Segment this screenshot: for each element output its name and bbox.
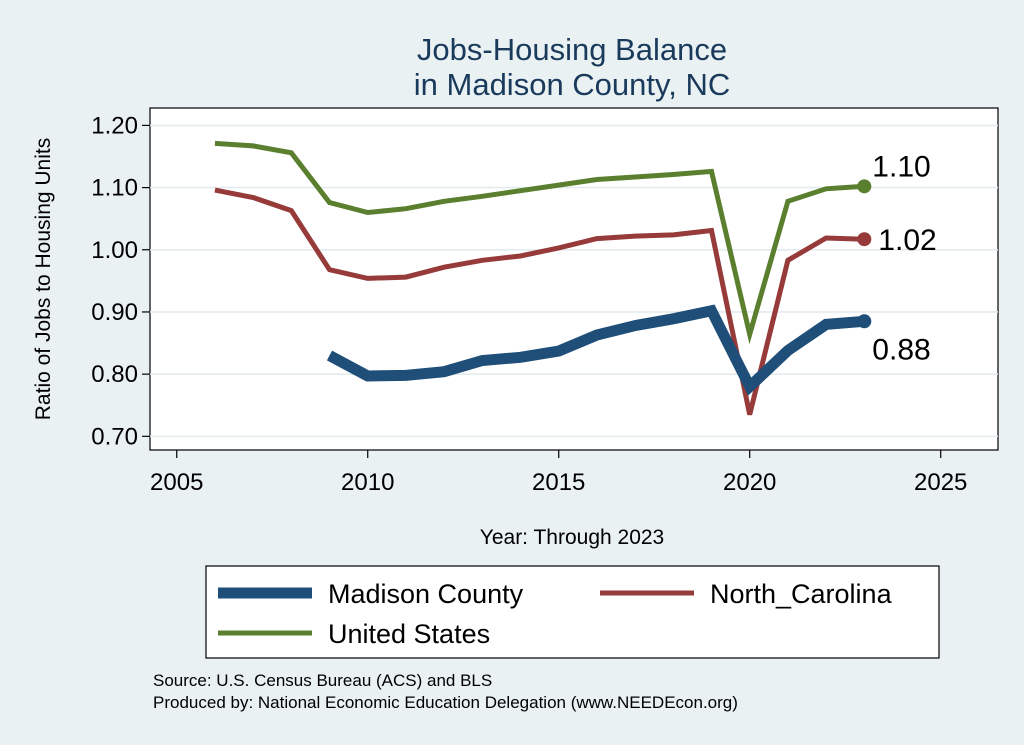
end-label-united-states: 1.10 — [872, 150, 930, 183]
x-tick-label: 2005 — [150, 469, 203, 496]
x-tick-label: 2020 — [723, 469, 776, 496]
series-line-north-carolina — [214, 187, 865, 416]
legend-box — [205, 565, 940, 659]
end-label-madison-county: 0.88 — [872, 333, 930, 366]
x-tick-label: 2010 — [341, 469, 394, 496]
chart-title-line-2: in Madison County, NC — [414, 67, 730, 102]
series-line-madison-county — [326, 304, 865, 396]
end-point-north-carolina — [857, 232, 872, 247]
y-tick-label: 0.80 — [91, 361, 138, 388]
legend-label-north-carolina: North_Carolina — [710, 579, 893, 609]
end-point-madison-county — [857, 314, 872, 329]
series-line-united-states — [214, 140, 865, 345]
x-tick-label: 2025 — [914, 469, 967, 496]
legend-label-united-states: United States — [328, 619, 490, 649]
y-axis-title: Ratio of Jobs to Housing Units — [32, 138, 55, 420]
grid-lines — [150, 124, 998, 438]
legend-label-madison-county: Madison County — [328, 579, 524, 609]
x-axis-title: Year: Through 2023 — [480, 526, 665, 549]
producer-note: Produced by: National Economic Education… — [153, 693, 738, 712]
end-label-north-carolina: 1.02 — [878, 224, 936, 257]
y-tick-label: 1.10 — [91, 175, 138, 202]
chart-title-line-1: Jobs-Housing Balance — [417, 32, 727, 67]
x-tick-label: 2015 — [532, 469, 585, 496]
y-tick-label: 0.90 — [91, 299, 138, 326]
data-labels: 1.10 1.02 0.88 — [872, 150, 936, 366]
y-tick-label: 1.20 — [91, 112, 138, 139]
series-lines — [214, 140, 872, 416]
axes: 0.70 0.80 0.90 1.00 1.10 1.20 2005 2010 2015 2020… — [91, 112, 967, 496]
source-note: Source: U.S. Census Bureau (ACS) and BLS — [153, 671, 492, 690]
end-point-united-states — [857, 179, 872, 194]
plot-area — [149, 107, 999, 451]
y-tick-label: 1.00 — [91, 237, 138, 264]
y-tick-label: 0.70 — [91, 423, 138, 450]
